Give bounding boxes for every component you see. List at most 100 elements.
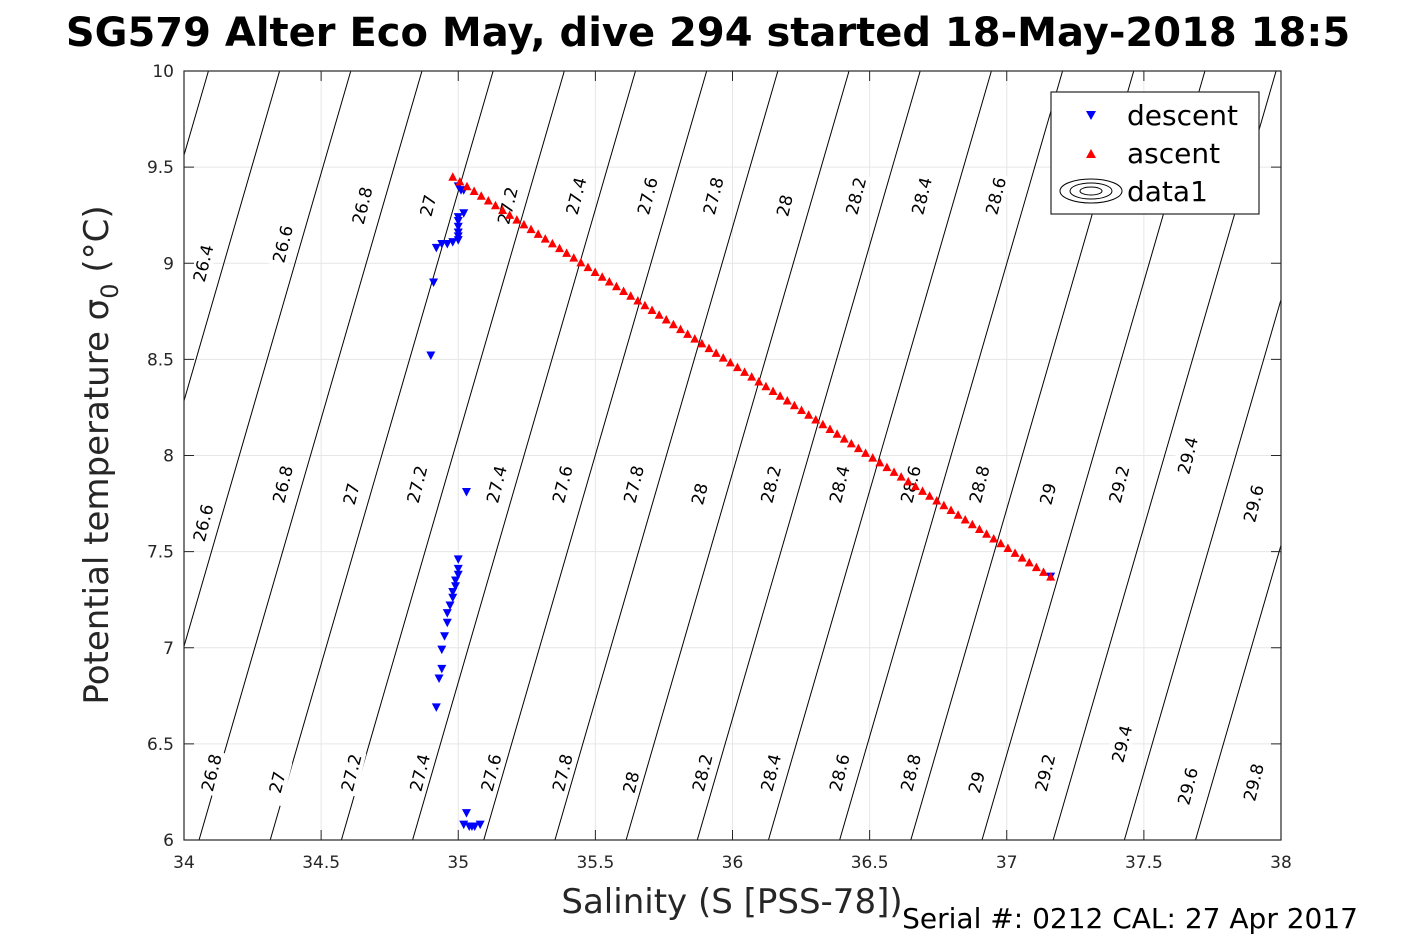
density-contour-line: [696, 71, 921, 840]
ascent-point: [1010, 548, 1020, 557]
ascent-point: [455, 176, 465, 186]
contour-label: 29.2: [1032, 752, 1061, 794]
y-tick-label: 7.5: [147, 543, 174, 563]
density-contour-line: [483, 71, 708, 840]
ascent-point: [633, 296, 643, 305]
ascent-point: [661, 315, 671, 324]
ascent-point: [974, 524, 984, 534]
contour-label-bg: [1104, 719, 1137, 768]
ascent-point: [789, 400, 799, 410]
contour-label-bg: [345, 181, 378, 230]
contour-label: 29.4: [1109, 723, 1138, 765]
contour-label: 28.6: [826, 752, 855, 794]
contour-label: 26.6: [269, 223, 298, 265]
ascent-point: [519, 219, 529, 229]
ascent-point: [483, 196, 493, 205]
ascent-point: [953, 510, 963, 519]
ascent-point: [1024, 557, 1034, 567]
contour-label-group: 28: [682, 469, 715, 518]
x-tick-label: 35: [447, 853, 469, 873]
ascent-point: [604, 276, 614, 286]
ascent-point: [1031, 562, 1041, 572]
contour-label: 28.2: [689, 752, 718, 794]
contour-label-bg: [1030, 469, 1063, 518]
ascent-point: [448, 172, 458, 181]
density-contour-line: [1123, 297, 1281, 840]
contour-label: 27.4: [483, 464, 512, 506]
ascent-point: [868, 453, 878, 462]
contour-label-group: 26.8: [194, 748, 227, 797]
descent-point: [445, 601, 455, 610]
contour-label: 27.6: [634, 175, 663, 217]
x-tick-label: 37: [996, 853, 1018, 873]
x-tick-label: 34: [173, 853, 195, 873]
descent-point: [442, 618, 452, 628]
ascent-point: [697, 338, 707, 348]
y-axis-ticks: 6 6.5 7 7.5 8 8.5 9 9.5 10: [147, 62, 1281, 851]
ascent-point: [747, 372, 757, 381]
descent-point: [453, 564, 463, 574]
ascent-point: [718, 353, 728, 362]
ascent-point: [967, 519, 977, 529]
contour-label-group: 28.8: [962, 460, 995, 509]
ascent-point: [654, 310, 664, 319]
contour-label-bg: [559, 171, 592, 220]
ascent-point: [526, 224, 536, 234]
ascent-point: [469, 186, 479, 196]
ascent-point: [583, 262, 593, 272]
density-contour-line: [269, 71, 494, 840]
contour-label: 26.8: [269, 464, 298, 506]
ascent-point: [861, 448, 871, 457]
contour-label-group: 29.2: [1102, 460, 1134, 509]
contour-label-bg: [893, 748, 926, 797]
ascent-point: [782, 395, 792, 405]
ascent-point: [1003, 543, 1013, 553]
ascent-point: [611, 281, 621, 291]
descent-point: [461, 488, 471, 497]
ascent-point: [640, 300, 650, 310]
ascent-point: [996, 538, 1006, 548]
legend-ascent-marker: [1086, 149, 1096, 158]
contour-label: 29.6: [1174, 766, 1203, 808]
legend-label-data1: data1: [1127, 175, 1208, 208]
descent-point: [431, 243, 441, 253]
ascent-point: [512, 215, 522, 224]
contour-label-group: 27.8: [696, 171, 729, 220]
contour-label: 26.8: [198, 752, 227, 794]
y-tick-label: 7: [163, 639, 174, 659]
descent-point: [456, 186, 466, 195]
contour-label-group: 27: [334, 469, 367, 518]
contour-label-bg: [186, 498, 219, 547]
ascent-point: [797, 405, 807, 415]
ascent-point: [882, 462, 892, 472]
ascent-point: [846, 438, 856, 448]
contour-label-group: 27.8: [545, 748, 578, 797]
contour-label-bg: [1170, 761, 1203, 810]
x-tick-label: 37.5: [1125, 853, 1163, 873]
contour-label-group: 29.2: [1028, 748, 1061, 797]
legend-label-descent: descent: [1127, 99, 1238, 132]
ascent-point: [982, 529, 992, 538]
contour-label-group: 28: [614, 758, 647, 807]
x-tick-label: 34.5: [302, 853, 340, 873]
contour-label: 28.2: [843, 175, 872, 217]
contour-label: 26.4: [190, 243, 219, 285]
contour-label-group: 27.2: [334, 748, 367, 797]
contour-label: 27.6: [549, 464, 578, 506]
ascent-point: [818, 419, 828, 429]
contour-label-group: 27.6: [474, 748, 506, 797]
contour-label-group: 29.6: [1236, 479, 1269, 528]
ascent-point: [676, 324, 686, 334]
y-tick-label: 8.5: [147, 350, 174, 370]
contour-label-group: 28.4: [904, 171, 937, 220]
ascent-point: [533, 229, 543, 238]
ascent-point: [490, 200, 500, 210]
contour-label-bg: [400, 460, 433, 509]
contour-label-group: 27.6: [545, 460, 578, 509]
descent-point: [440, 632, 450, 641]
descent-point: [461, 809, 471, 818]
descent-point: [453, 555, 463, 564]
contour-label-bg: [822, 460, 855, 509]
ascent-point: [932, 495, 942, 505]
contour-label-group: 28.8: [893, 748, 926, 797]
